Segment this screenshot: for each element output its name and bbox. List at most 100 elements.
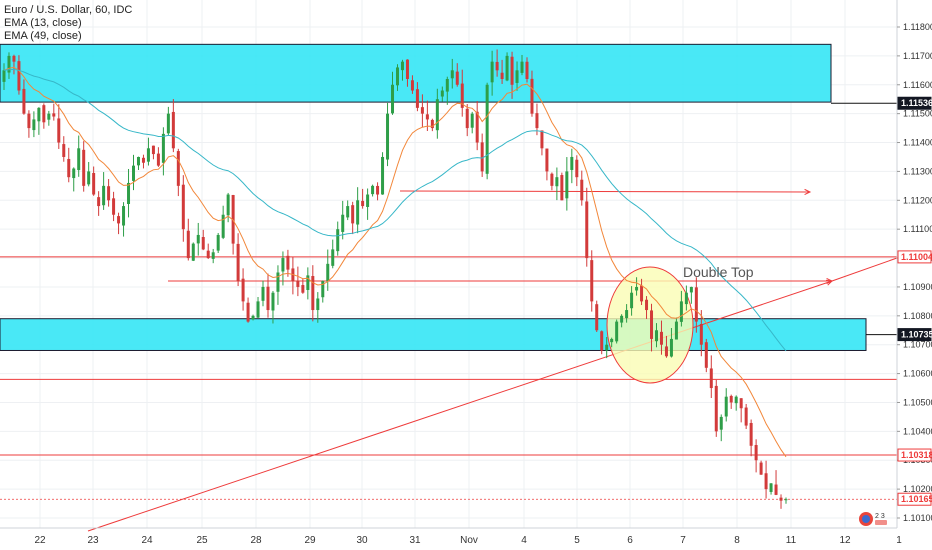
- zone-rect: [0, 318, 867, 351]
- candle-body: [12, 55, 16, 62]
- horizontal-levels: [0, 102, 897, 500]
- candle-body: [211, 252, 215, 259]
- price-tick-label: 1.10900: [903, 282, 932, 292]
- zone-rect: [0, 43, 832, 103]
- candle-body: [122, 206, 126, 226]
- candle-body: [430, 119, 434, 129]
- candle-body: [510, 56, 514, 85]
- candle-body: [37, 107, 41, 122]
- candle-body: [505, 55, 509, 81]
- candle-body: [281, 258, 285, 272]
- price-tick-label: 1.11300: [903, 166, 932, 176]
- candle-body: [480, 142, 484, 172]
- candle-body: [17, 61, 21, 91]
- time-tick-label: 24: [141, 535, 153, 546]
- candle-body: [276, 272, 280, 292]
- candle-body: [316, 298, 320, 311]
- price-tag: [897, 250, 932, 264]
- candle-body: [525, 61, 529, 79]
- candle-body: [206, 250, 210, 259]
- price-tag: [897, 448, 932, 462]
- candle-body: [734, 396, 738, 404]
- candle-body: [92, 173, 96, 195]
- price-tag: [897, 328, 932, 342]
- double-top-circle: [606, 266, 694, 384]
- candle-body: [689, 286, 693, 293]
- candle-body: [136, 156, 140, 166]
- candle-body: [540, 130, 544, 149]
- candle-body: [764, 473, 768, 490]
- candle-body: [415, 89, 419, 108]
- candle-body: [166, 113, 170, 134]
- arrow-line-head: [804, 188, 812, 196]
- candle-body: [545, 148, 549, 172]
- candle-body: [391, 84, 395, 114]
- candle-body: [186, 230, 190, 259]
- candle-body: [141, 157, 145, 163]
- candle-body: [296, 280, 300, 287]
- time-axis: 22 23 24 25 28 29 30 31 Nov 4 5 6 7 8 11 12 1: [0, 527, 902, 546]
- time-tick-label: 25: [196, 535, 208, 546]
- candle-body: [605, 344, 609, 351]
- time-tick-label: 31: [409, 535, 421, 546]
- candle-body: [62, 144, 66, 157]
- time-tick-label: 29: [304, 535, 316, 546]
- candle-body: [87, 171, 91, 185]
- candle-body: [341, 214, 345, 232]
- candle-body: [520, 61, 524, 73]
- candle-body: [560, 175, 564, 201]
- candle-body: [445, 78, 449, 92]
- candle-body: [550, 173, 554, 186]
- double-top-ellipse: [606, 266, 694, 384]
- candle-body: [570, 156, 574, 170]
- price-tag-label: 1.10318: [901, 450, 932, 460]
- candle-body: [704, 342, 708, 368]
- candle-body: [336, 229, 340, 252]
- candle-body: [72, 168, 76, 179]
- candle-body: [191, 243, 195, 261]
- trend-line-extension: [831, 257, 898, 282]
- candle-body: [615, 321, 619, 342]
- candle-body: [266, 286, 270, 311]
- candle-body: [351, 205, 355, 224]
- candle-body: [684, 292, 688, 305]
- candle-body: [774, 484, 778, 495]
- candle-body: [784, 499, 788, 501]
- candle-body: [102, 185, 106, 206]
- candle-body: [97, 197, 101, 207]
- ema49-legend: EMA (49, close): [4, 30, 82, 42]
- candle-body: [460, 83, 464, 108]
- candle-body: [630, 292, 634, 309]
- candle-body: [271, 292, 275, 311]
- candle-body: [196, 234, 200, 244]
- price-tag: [897, 492, 932, 506]
- candle-body: [331, 249, 335, 266]
- time-tick-label: 1: [896, 535, 902, 546]
- price-tick-label: 1.10500: [903, 397, 932, 407]
- chart-legend: Euro / U.S. Dollar, 60, IDC EMA (13, clo…: [4, 4, 132, 43]
- time-tick-label: 5: [574, 535, 580, 546]
- candle-body: [107, 186, 111, 201]
- time-tick-label: 11: [786, 535, 797, 546]
- candle-body: [112, 198, 116, 215]
- candle-body: [171, 111, 175, 149]
- time-tick-label: 6: [627, 535, 633, 546]
- candle-body: [395, 67, 399, 86]
- candle-body: [117, 216, 121, 224]
- candle-body: [744, 407, 748, 426]
- candle-body: [311, 276, 315, 311]
- price-tick-label: 1.10800: [903, 311, 932, 321]
- candle-body: [435, 99, 439, 131]
- candle-body: [729, 395, 733, 403]
- arrow-line: [399, 190, 811, 193]
- time-tick-label: 4: [521, 535, 527, 546]
- candle-body: [301, 285, 305, 293]
- time-tick-label: 12: [839, 535, 851, 546]
- candle-body: [645, 299, 649, 311]
- candle-body: [236, 243, 240, 282]
- candle-body: [361, 200, 365, 207]
- candle-body: [535, 113, 539, 129]
- candle-body: [555, 177, 559, 187]
- candle-body: [719, 416, 723, 430]
